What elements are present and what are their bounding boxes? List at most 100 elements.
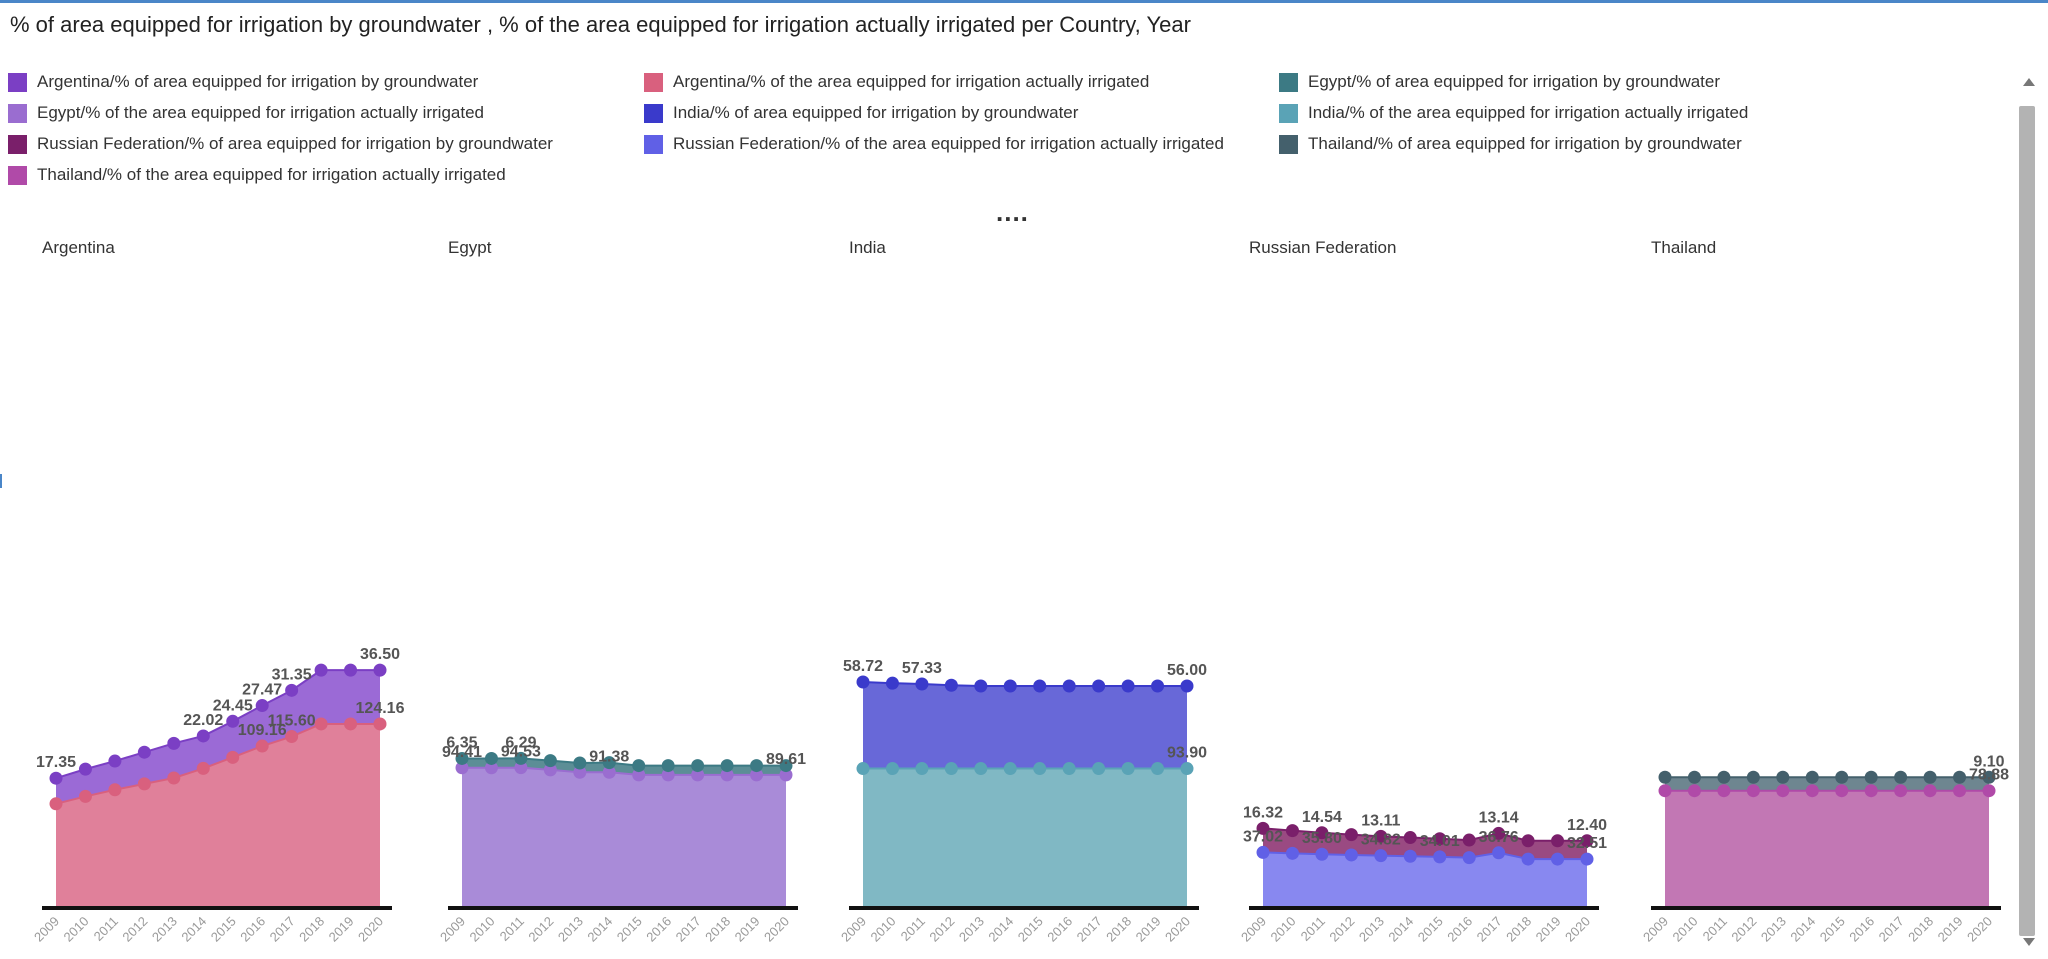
data-point [1894, 770, 1908, 784]
x-tick-label: 2009 [1238, 914, 1269, 945]
data-point [344, 717, 358, 731]
data-point [1982, 784, 1996, 798]
data-point [691, 759, 705, 773]
legend-swatch [644, 72, 663, 92]
data-label: 91.38 [589, 748, 629, 765]
data-point [1923, 784, 1937, 798]
data-point [1658, 770, 1672, 784]
x-tick-label: 2013 [1758, 914, 1789, 945]
data-label: 89.61 [766, 751, 806, 768]
data-point [344, 663, 358, 677]
data-point [602, 765, 616, 779]
scroll-down-icon[interactable] [2023, 938, 2035, 946]
chart-title: % of area equipped for irrigation by gro… [10, 12, 1191, 37]
x-tick-label: 2012 [119, 914, 150, 945]
data-point [720, 768, 734, 782]
panel-title: Argentina [42, 238, 115, 257]
legend-item[interactable]: Argentina/% of area equipped for irrigat… [8, 70, 478, 94]
data-point [1180, 762, 1194, 776]
data-point [1374, 829, 1388, 843]
x-tick-label: 2020 [1964, 914, 1995, 945]
x-tick-label: 2012 [1326, 914, 1357, 945]
scroll-up-icon[interactable] [2023, 78, 2035, 86]
data-point [1403, 849, 1417, 863]
legend-label: Argentina/% of area equipped for irrigat… [37, 72, 479, 91]
legend-item[interactable]: Thailand/% of area equipped for irrigati… [1279, 132, 1742, 156]
data-point [108, 754, 122, 768]
x-tick-label: 2015 [1415, 914, 1446, 945]
data-point [314, 663, 328, 677]
data-point [856, 675, 870, 689]
data-point [255, 699, 269, 713]
x-tick-label: 2010 [1670, 914, 1701, 945]
series-area [56, 670, 380, 804]
x-tick-label: 2010 [61, 914, 92, 945]
x-axis-line [849, 906, 1199, 910]
data-point [1062, 762, 1076, 776]
data-point [1151, 762, 1165, 776]
legend-item[interactable]: Russian Federation/% of area equipped fo… [8, 132, 553, 156]
x-tick-label: 2017 [673, 914, 704, 945]
data-label: 115.60 [268, 713, 316, 730]
data-point [1551, 834, 1565, 848]
data-label: 94.41 [442, 744, 482, 761]
data-point [1033, 762, 1047, 776]
data-point [779, 768, 793, 782]
legend-item[interactable]: Egypt/% of the area equipped for irrigat… [8, 101, 484, 125]
data-label: 22.02 [183, 712, 223, 729]
panel-title: India [849, 238, 886, 257]
legend-swatch [8, 72, 27, 92]
panel-title: Thailand [1651, 238, 1716, 257]
x-tick-label: 2011 [91, 914, 121, 944]
legend: Argentina/% of area equipped for irrigat… [8, 70, 1998, 190]
data-point [602, 756, 616, 770]
x-tick-label: 2020 [1562, 914, 1593, 945]
data-point [974, 679, 988, 693]
data-point [1521, 852, 1535, 866]
x-tick-label: 2015 [208, 914, 239, 945]
x-tick-label: 2013 [956, 914, 987, 945]
legend-item[interactable]: Russian Federation/% of the area equippe… [644, 132, 1224, 156]
legend-item[interactable]: Argentina/% of the area equipped for irr… [644, 70, 1149, 94]
legend-item[interactable]: India/% of the area equipped for irrigat… [1279, 101, 1748, 125]
scrollbar-thumb[interactable] [2019, 106, 2035, 936]
data-point [1687, 770, 1701, 784]
x-tick-label: 2019 [1935, 914, 1966, 945]
legend-label: Argentina/% of the area equipped for irr… [673, 72, 1150, 91]
data-point [1687, 784, 1701, 798]
data-label: 6.29 [505, 734, 536, 751]
data-point [1717, 770, 1731, 784]
left-edge-marker [0, 474, 2, 488]
data-point [1403, 831, 1417, 845]
x-tick-label: 2015 [1015, 914, 1046, 945]
legend-swatch [1279, 72, 1298, 92]
data-point [1344, 848, 1358, 862]
x-tick-label: 2009 [437, 914, 468, 945]
data-label: 9.10 [1973, 753, 2004, 770]
legend-item[interactable]: Thailand/% of the area equipped for irri… [8, 163, 506, 187]
data-point [1151, 679, 1165, 693]
legend-item[interactable]: Egypt/% of area equipped for irrigation … [1279, 70, 1720, 94]
vertical-scrollbar[interactable] [2016, 72, 2040, 959]
data-point [1462, 851, 1476, 865]
data-point [1121, 679, 1135, 693]
data-point [167, 771, 181, 785]
data-point [1003, 762, 1017, 776]
data-point [661, 768, 675, 782]
x-tick-label: 2020 [355, 914, 386, 945]
data-point [1894, 784, 1908, 798]
legend-swatch [8, 103, 27, 123]
data-point [1953, 784, 1967, 798]
data-point [196, 761, 210, 775]
data-point [632, 768, 646, 782]
data-point [78, 789, 92, 803]
data-label: 93.90 [1167, 745, 1207, 762]
data-point [1256, 845, 1270, 859]
x-tick-label: 2018 [296, 914, 327, 945]
series-area [863, 681, 1187, 769]
legend-item[interactable]: India/% of area equipped for irrigation … [644, 101, 1078, 125]
x-axis-line [448, 906, 798, 910]
legend-swatch [1279, 134, 1298, 154]
legend-label: India/% of area equipped for irrigation … [673, 103, 1079, 122]
